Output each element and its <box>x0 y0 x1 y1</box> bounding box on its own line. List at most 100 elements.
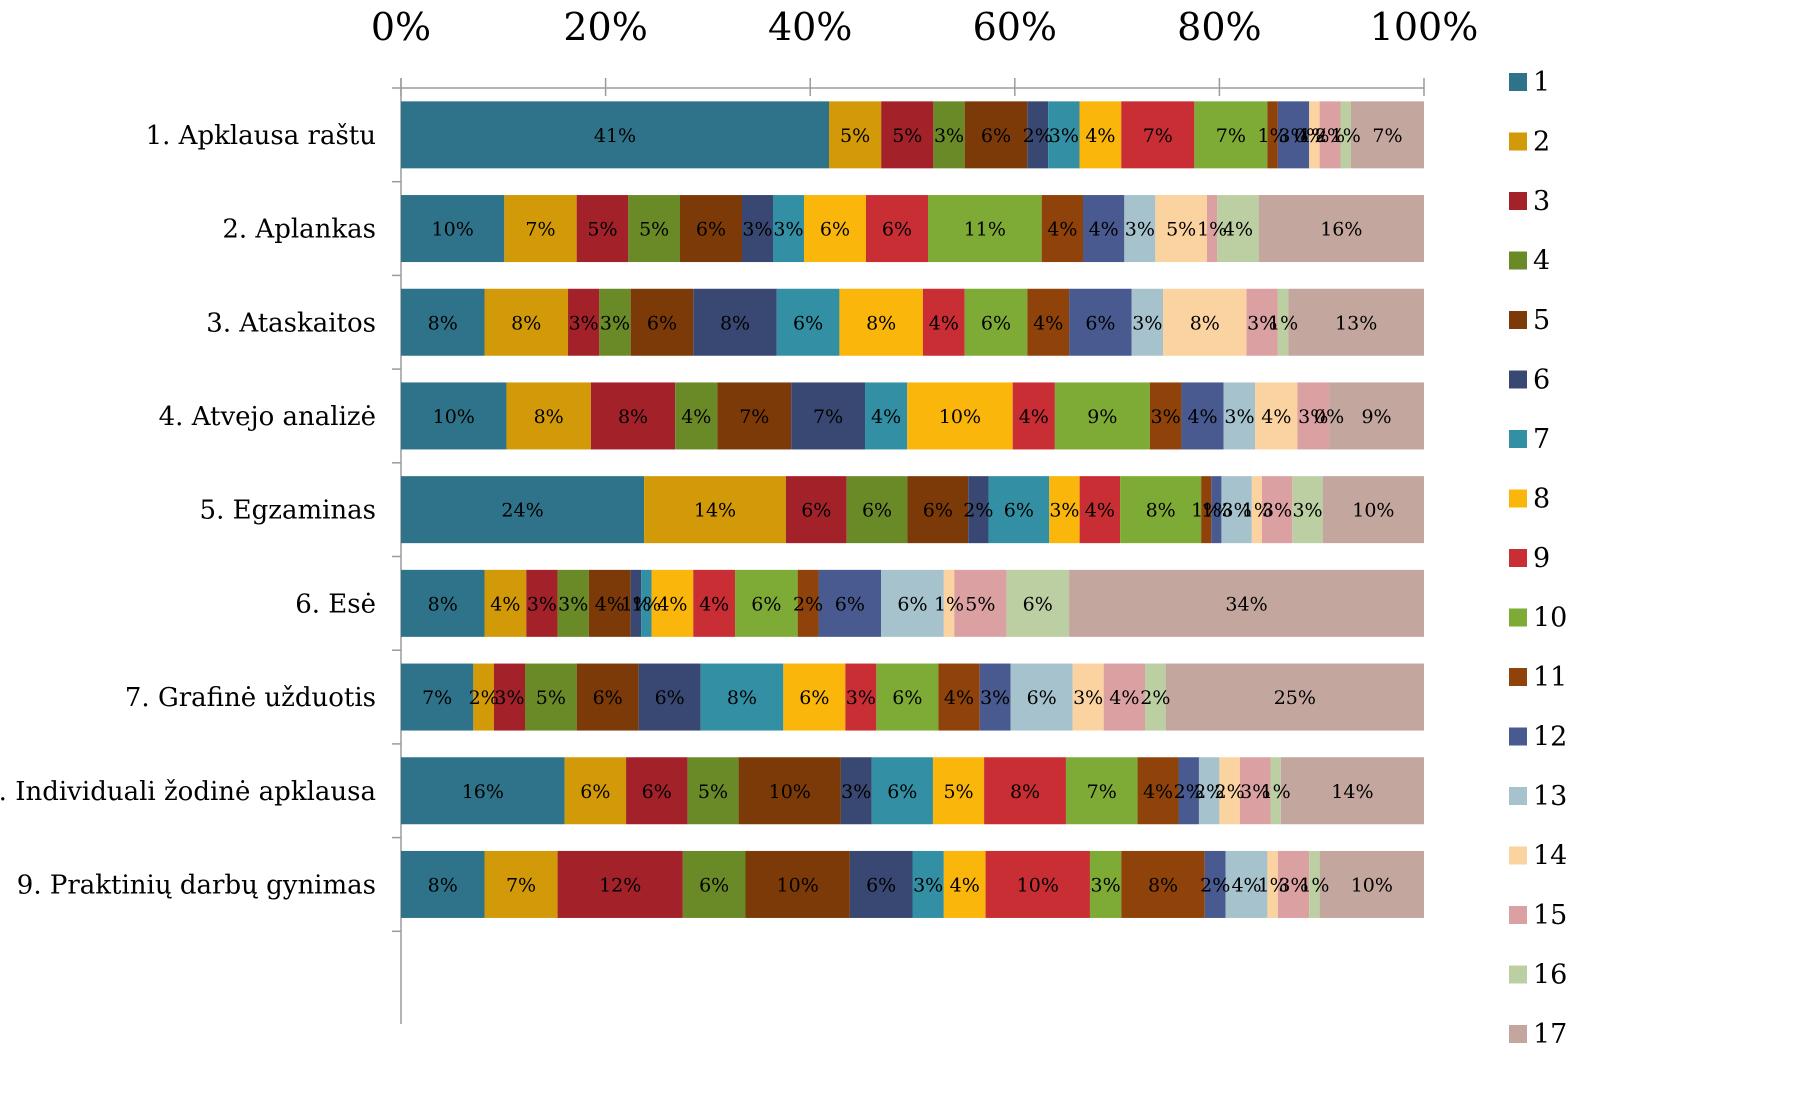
bar-segment <box>1069 569 1424 637</box>
legend-swatch <box>1509 1025 1527 1043</box>
bar-segment <box>866 195 928 263</box>
segment-data-label: 3% <box>846 687 876 709</box>
segment-data-label: 3% <box>494 687 524 709</box>
segment-data-label: 5% <box>965 593 995 615</box>
x-tick-label: 20% <box>563 5 647 49</box>
segment-data-label: 7% <box>506 874 536 896</box>
bar-segment <box>928 195 1042 263</box>
bar-segment <box>964 288 1028 356</box>
segment-data-label: 1% <box>1331 125 1361 147</box>
bar-segment <box>1309 101 1320 169</box>
bar-segment <box>968 476 989 544</box>
segment-data-label: 6% <box>1004 500 1034 522</box>
bar-segment <box>988 476 1050 544</box>
segment-data-label: 4% <box>681 406 711 428</box>
bar-segment <box>1246 288 1278 356</box>
bar-segment <box>1329 382 1424 450</box>
bar-segment <box>881 101 934 169</box>
bar-segment <box>984 757 1066 825</box>
bar-segment <box>401 850 485 918</box>
bar-segment <box>1027 288 1070 356</box>
segment-data-label: 14% <box>694 500 736 522</box>
segment-data-label: 6% <box>866 874 896 896</box>
bar-segment <box>638 663 701 731</box>
segment-data-label: 6% <box>655 687 685 709</box>
segment-data-label: 6% <box>593 687 623 709</box>
bar-segment <box>1079 101 1122 169</box>
segment-data-label: 6% <box>801 500 831 522</box>
bar-segment <box>839 288 923 356</box>
segment-data-label: 8% <box>428 874 458 896</box>
x-tick-label: 0% <box>371 5 431 49</box>
bar-segment <box>1292 476 1323 544</box>
legend-swatch <box>1509 192 1527 210</box>
legend-swatch <box>1509 846 1527 865</box>
bar-segment <box>828 101 882 169</box>
segment-data-label: 6% <box>642 781 672 803</box>
segment-data-label: 8% <box>1146 500 1176 522</box>
category-label: 5. Egzaminas <box>200 496 376 526</box>
bar-segment <box>1340 101 1351 169</box>
segment-data-label: 3% <box>1224 406 1254 428</box>
legend-swatch <box>1509 549 1527 567</box>
category-label: 6. Esė <box>295 589 376 619</box>
segment-data-label: 3% <box>1049 500 1079 522</box>
segment-data-label: 7% <box>422 687 452 709</box>
bar-segment <box>401 476 645 544</box>
segment-data-label: 9% <box>1087 406 1117 428</box>
bar-segment <box>599 288 631 356</box>
bar-segment <box>1049 476 1080 544</box>
segment-data-label: 6% <box>580 781 610 803</box>
legend-swatch <box>1509 965 1527 984</box>
bar-segment <box>473 663 494 731</box>
legend-label: 9 <box>1533 543 1550 574</box>
bar-segment <box>568 288 600 356</box>
segment-data-label: 6% <box>887 781 917 803</box>
segment-data-label: 6% <box>981 125 1011 147</box>
bar-segment <box>783 663 846 731</box>
legend-swatch <box>1509 370 1527 389</box>
bar-segment <box>742 195 773 263</box>
segment-data-label: 13% <box>1335 312 1377 334</box>
bar-segment <box>1322 476 1424 544</box>
segment-data-label: 14% <box>1331 781 1373 803</box>
segment-data-label: 8% <box>511 312 541 334</box>
segment-data-label: 10% <box>1351 874 1393 896</box>
bar-segment <box>717 382 792 450</box>
legend-label: 1 <box>1533 67 1550 98</box>
bar-segment <box>964 101 1028 169</box>
segment-data-label: 41% <box>594 125 636 147</box>
segment-data-label: 1% <box>621 593 651 615</box>
bar-segment <box>675 382 718 450</box>
legend-swatch <box>1509 430 1527 448</box>
bar-segment <box>626 757 688 825</box>
segment-data-label: 1% <box>1191 500 1221 522</box>
bar-segment <box>401 569 485 637</box>
bar-segment <box>932 757 985 825</box>
legend-label: 2 <box>1533 127 1550 158</box>
bar-segment <box>738 757 841 825</box>
segment-data-label: 2% <box>469 687 499 709</box>
segment-data-label: 3% <box>1049 125 1079 147</box>
segment-data-label: 16% <box>462 781 504 803</box>
segment-data-label: 2% <box>1315 125 1345 147</box>
bar-segment <box>1165 663 1424 731</box>
bar-segment <box>401 101 829 169</box>
bar-segment <box>804 195 866 263</box>
segment-data-label: 10% <box>777 874 819 896</box>
segment-data-label: 2% <box>1140 687 1170 709</box>
x-tick-label: 60% <box>973 5 1057 49</box>
category-label: 7. Grafinė užduotis <box>125 683 376 713</box>
segment-data-label: 7% <box>813 406 843 428</box>
segment-data-label: 6% <box>835 593 865 615</box>
segment-data-label: 10% <box>432 219 474 241</box>
bar-segment <box>773 195 804 263</box>
legend-swatch <box>1509 251 1527 270</box>
segment-data-label: 1% <box>1258 874 1288 896</box>
segment-data-label: 4% <box>1033 312 1063 334</box>
bar-segment <box>1277 288 1289 356</box>
segment-data-label: 10% <box>1017 874 1059 896</box>
legend-label: 12 <box>1533 722 1567 753</box>
bar-segment <box>1103 663 1145 731</box>
segment-data-label: 6% <box>981 312 1011 334</box>
